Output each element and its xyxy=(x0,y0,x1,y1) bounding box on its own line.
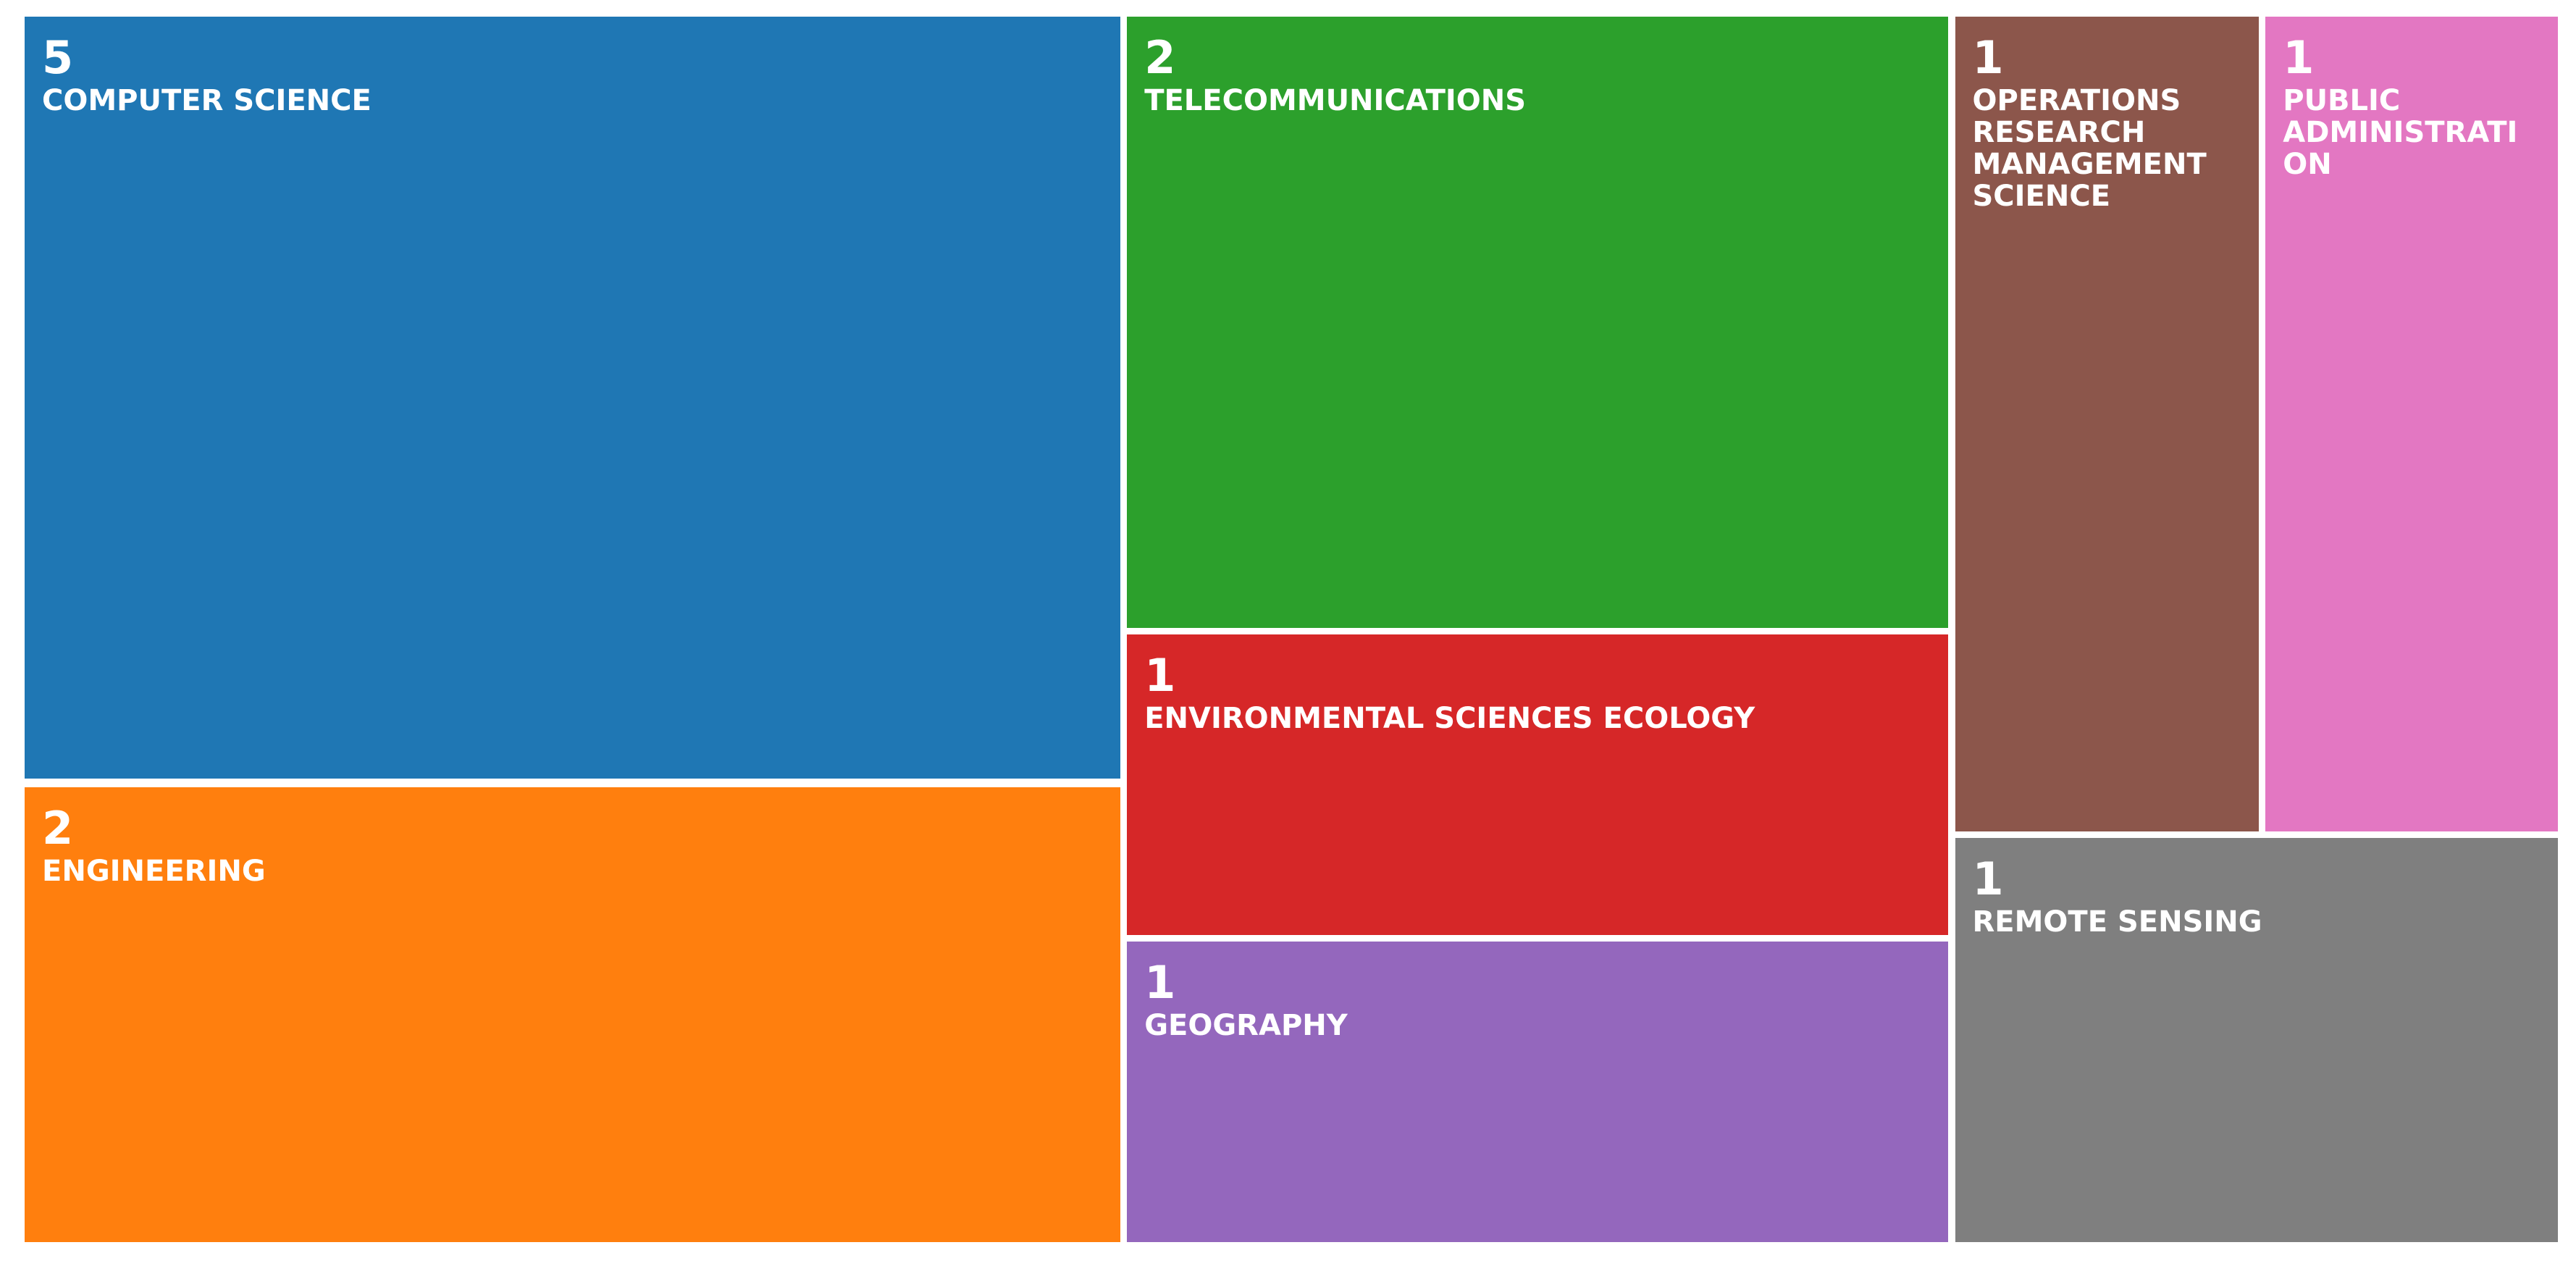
tile-label: OPERATIONS RESEARCH MANAGEMENT SCIENCE xyxy=(1972,84,2207,214)
tile-value: 1 xyxy=(1972,852,2004,905)
tile-value: 1 xyxy=(2283,30,2315,84)
tile-value: 1 xyxy=(1144,648,1176,702)
tile: 5 COMPUTER SCIENCE xyxy=(25,16,1121,779)
tile-value: 1 xyxy=(1972,30,2004,84)
tile: 2 ENGINEERING xyxy=(25,787,1121,1242)
tile-label: ENGINEERING xyxy=(42,854,266,888)
tile-label: GEOGRAPHY xyxy=(1144,1009,1348,1043)
tile-label: TELECOMMUNICATIONS xyxy=(1144,84,1527,118)
tile-value: 5 xyxy=(42,30,74,84)
tile: 1 ENVIRONMENTAL SCIENCES ECOLOGY xyxy=(1127,634,1949,935)
tile: 1 GEOGRAPHY xyxy=(1127,941,1949,1242)
tile-label: PUBLIC ADMINISTRATION xyxy=(2283,84,2518,182)
tile-label: REMOTE SENSING xyxy=(1972,905,2262,939)
tile: 1 REMOTE SENSING xyxy=(1955,837,2559,1242)
tile: 1 OPERATIONS RESEARCH MANAGEMENT SCIENCE xyxy=(1955,16,2260,831)
tile: 1 PUBLIC ADMINISTRATION xyxy=(2265,16,2559,831)
tile-label: ENVIRONMENTAL SCIENCES ECOLOGY xyxy=(1144,702,1755,736)
tile-value: 1 xyxy=(1144,955,1176,1009)
tile-label: COMPUTER SCIENCE xyxy=(42,84,372,118)
tile-value: 2 xyxy=(42,801,74,855)
tile: 2 TELECOMMUNICATIONS xyxy=(1127,16,1949,628)
tile-value: 2 xyxy=(1144,30,1176,84)
